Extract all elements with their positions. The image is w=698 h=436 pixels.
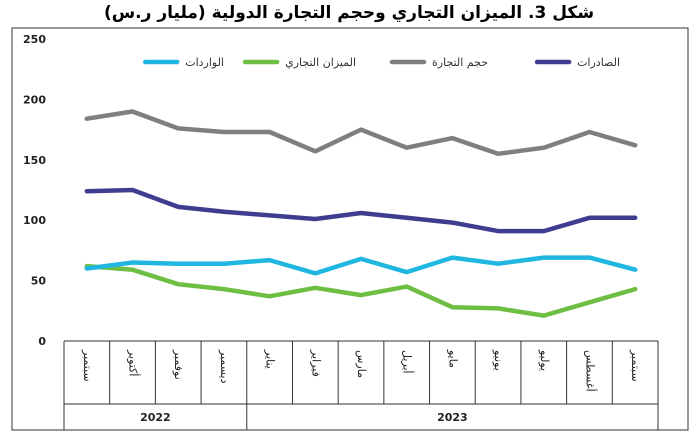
axis-layer: 0 50 100 150 200 250 سبتمبر أكتوبر نوفمبر ديسمبر ي… [23,33,658,430]
x-tick-label: سبتمبر [629,349,642,382]
y-tick-label: 250 [23,33,46,46]
y-tick-label: 50 [31,275,47,288]
legend-label: حجم التجارة [432,56,488,69]
year-label: 2023 [437,411,468,424]
legend-label: الواردات [185,56,224,69]
y-tick-label: 150 [23,154,46,167]
x-tick-label: فبراير [309,349,322,377]
x-tick-label: مايو [446,349,459,368]
legend-label: الميزان التجاري [285,56,356,69]
series-line [87,266,635,316]
series-line [87,258,635,274]
y-tick-label: 0 [38,335,46,348]
x-tick-label: يونيو [492,349,505,371]
y-tick-label: 200 [23,93,46,106]
y-tick-label: 100 [23,214,46,227]
series-layer [87,112,635,316]
series-line [87,112,635,154]
x-tick-label: أغسطس [583,350,597,392]
x-tick-label: يناير [264,349,277,369]
year-label: 2022 [140,411,171,424]
x-tick-label: يوليو [538,349,551,371]
x-tick-label: نوفمبر [172,349,185,380]
x-tick-label: أكتوبر [127,349,141,376]
legend: الصادرات حجم التجارة الميزان التجاري الوارد… [145,56,620,69]
x-tick-label: أبريل [401,350,415,374]
x-tick-label: مارس [355,350,368,378]
series-line [87,190,635,231]
x-tick-label: ديسمبر [218,349,231,384]
legend-label: الصادرات [577,56,620,69]
x-tick-label: سبتمبر [81,349,94,382]
